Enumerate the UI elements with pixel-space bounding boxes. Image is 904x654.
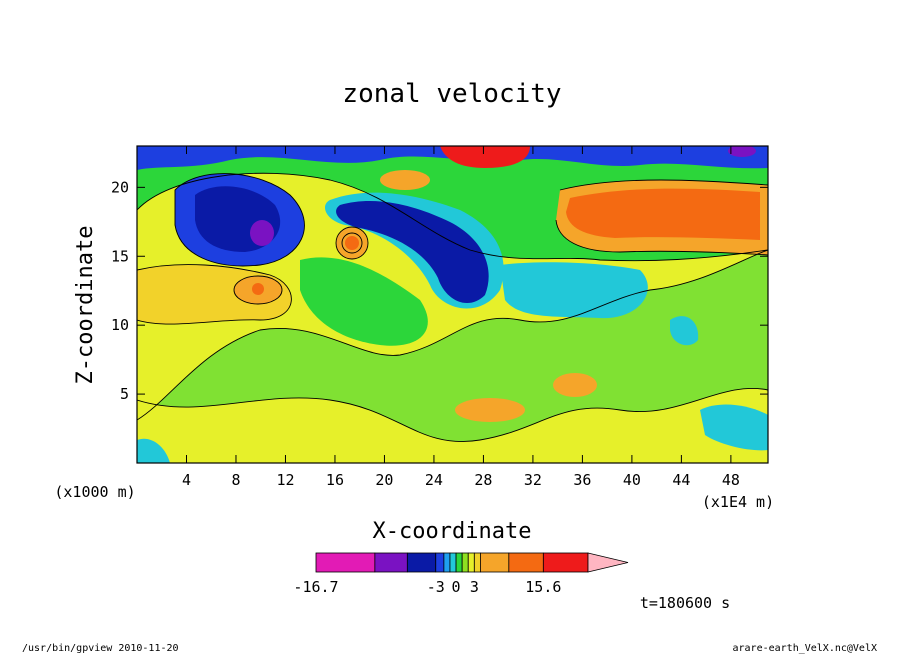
field-region-purple-core — [250, 220, 274, 246]
colorbar-label: -16.7 — [293, 578, 338, 596]
colorbar-bin — [443, 552, 451, 573]
x-unit-left: (x1000 m) — [54, 483, 135, 501]
colorbar-bin — [467, 552, 475, 573]
field-region-red-top — [440, 146, 530, 168]
y-tick-label: 10 — [111, 316, 129, 334]
x-tick-label: 48 — [722, 471, 740, 489]
field-region-yellow-bottom — [137, 388, 768, 463]
field-region-green-center — [300, 257, 428, 346]
colorbar-label: 3 — [470, 578, 479, 596]
footer-right: arare-earth_VelX.nc@VelX — [733, 643, 878, 654]
field-region-cyan-bottom-left — [137, 438, 170, 463]
y-tick-label: 15 — [111, 247, 129, 265]
colorbar-label: 0 — [452, 578, 461, 596]
colorbar-bin — [455, 552, 463, 573]
field-region-orange-bottom2 — [455, 398, 525, 422]
field-region-cyan-right — [500, 262, 648, 319]
footer-left: /usr/bin/gpview 2010-11-20 — [22, 643, 179, 654]
field-region-darkorange-center — [345, 236, 359, 250]
field-region-darkorange-right — [566, 188, 760, 240]
colorbar-bin — [542, 552, 589, 573]
x-tick-label: 24 — [425, 471, 443, 489]
y-axis-label: Z-coordinate — [73, 226, 98, 385]
x-tick-label: 20 — [375, 471, 393, 489]
colorbar-bin — [480, 552, 510, 573]
chart-title: zonal velocity — [342, 79, 561, 109]
contour-lines — [137, 172, 768, 442]
x-tick-label: 8 — [231, 471, 240, 489]
colorbar-bin — [508, 552, 544, 573]
field-region-darkorange-low — [252, 283, 264, 295]
x-axis-ticks: 4 8 12 16 20 24 28 32 36 40 44 48 — [182, 146, 740, 489]
plot-frame — [136, 145, 769, 464]
field-region-purple-top — [728, 146, 756, 157]
x-tick-label: 44 — [672, 471, 690, 489]
x-tick-label: 36 — [573, 471, 591, 489]
colorbar-arrow — [587, 552, 629, 573]
colorbar-bin — [473, 552, 481, 573]
x-tick-label: 4 — [182, 471, 191, 489]
colorbar-bin — [315, 552, 376, 573]
field-region-orange-upper — [380, 170, 430, 190]
field-region-orange-bottom — [553, 373, 597, 397]
x-tick-label: 12 — [276, 471, 294, 489]
colorbar-bin — [406, 552, 437, 573]
x-tick-label: 28 — [474, 471, 492, 489]
colorbar-labels: -16.7 -3 0 3 15.6 — [293, 578, 561, 596]
y-axis-ticks: 5 10 15 20 — [111, 178, 768, 403]
colorbar-bin — [461, 552, 469, 573]
y-tick-label: 5 — [120, 385, 129, 403]
field-region-navy-center — [336, 201, 489, 304]
y-tick-label: 20 — [111, 178, 129, 196]
x-tick-label: 40 — [623, 471, 641, 489]
colorbar-label: -3 — [427, 578, 445, 596]
velocity-field — [137, 146, 768, 463]
colorbar-bin — [435, 552, 445, 573]
colorbar — [315, 552, 629, 573]
x-axis-label: X-coordinate — [373, 519, 532, 544]
x-tick-label: 16 — [326, 471, 344, 489]
x-unit-right: (x1E4 m) — [702, 493, 774, 511]
time-annotation: t=180600 s — [640, 594, 730, 612]
colorbar-label: 15.6 — [525, 578, 561, 596]
colorbar-bin — [374, 552, 408, 573]
field-region-cyan-small — [670, 316, 699, 346]
field-region-cyan-bottom-right — [700, 404, 768, 451]
colorbar-bin — [449, 552, 457, 573]
x-tick-label: 32 — [524, 471, 542, 489]
